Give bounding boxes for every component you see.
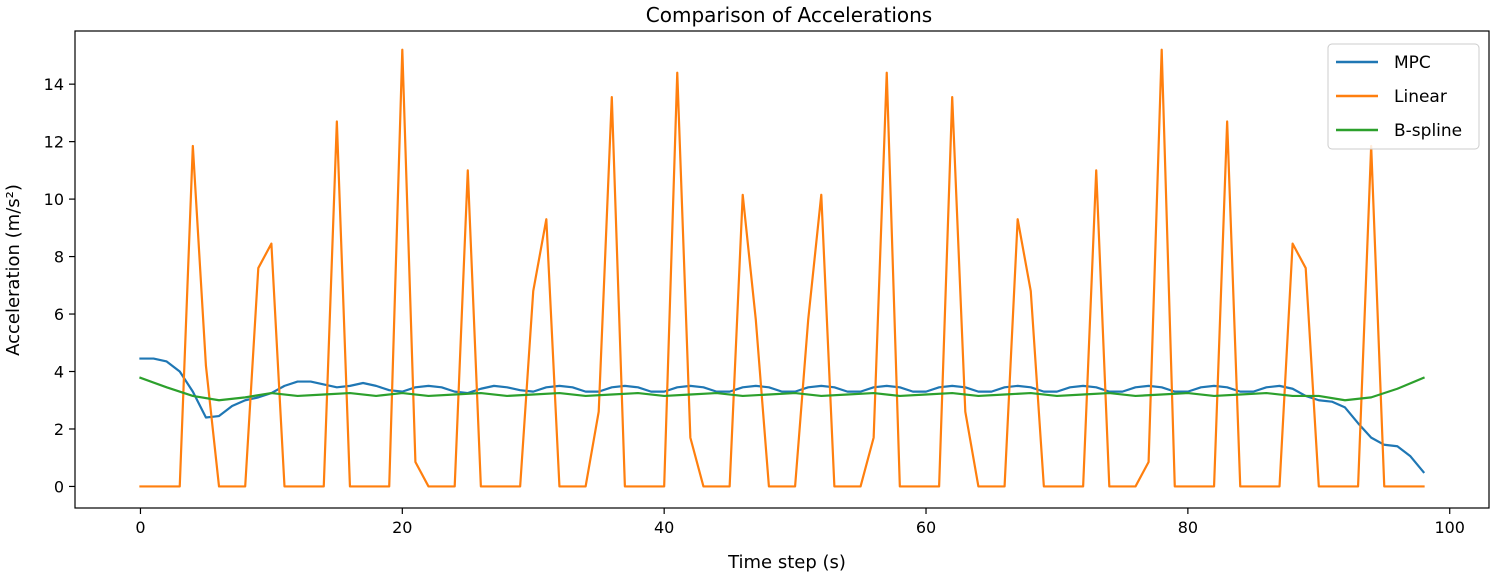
series-line-b-spline: [139, 376, 1425, 402]
series-line-mpc: [139, 357, 1426, 474]
legend-box: [1327, 43, 1480, 150]
y-tick-label: 10: [44, 190, 64, 209]
series-line-linear: [139, 48, 1425, 488]
y-tick-label: 2: [54, 420, 64, 439]
y-tick-label: 14: [44, 75, 64, 94]
y-tick-label: 8: [54, 248, 64, 267]
x-tick-label: 80: [1178, 518, 1198, 537]
legend-label: B-spline: [1394, 121, 1462, 141]
y-axis-label: Acceleration (m/s²): [3, 184, 24, 356]
x-axis: 0 20 40 60 80 100: [135, 508, 1465, 537]
x-tick-label: 100: [1434, 518, 1465, 537]
chart-title: Comparison of Accelerations: [646, 3, 932, 27]
x-tick-label: 20: [392, 518, 412, 537]
x-tick-label: 40: [654, 518, 674, 537]
y-axis: 0 2 4 6 8 10 12 14: [44, 75, 75, 496]
plot-frame: [74, 30, 1490, 509]
x-tick-label: 0: [135, 518, 145, 537]
legend-label: Linear: [1394, 87, 1447, 107]
y-tick-label: 0: [54, 477, 64, 496]
series-layer: [139, 48, 1426, 488]
x-tick-label: 60: [916, 518, 936, 537]
legend-label: MPC: [1394, 53, 1431, 73]
y-tick-label: 4: [54, 363, 64, 382]
x-axis-label: Time step (s): [727, 552, 846, 573]
y-tick-label: 12: [44, 133, 64, 152]
legend: MPC Linear B-spline: [1327, 43, 1480, 150]
y-tick-label: 6: [54, 305, 64, 324]
